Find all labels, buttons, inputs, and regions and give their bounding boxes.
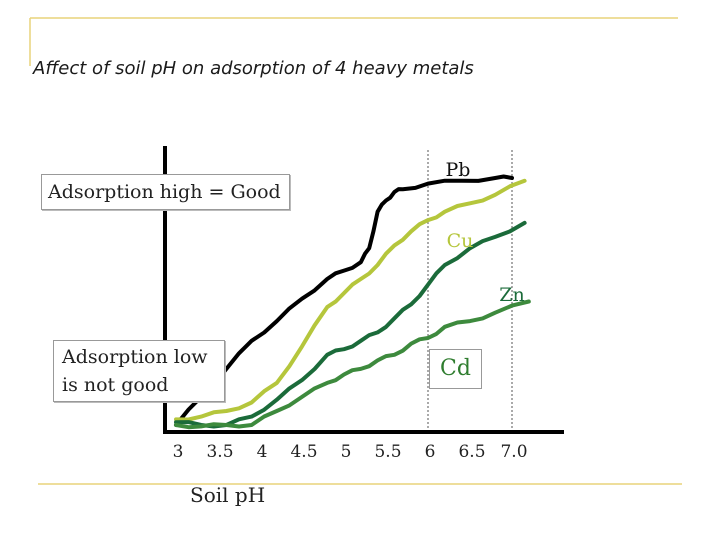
series-label-cu: Cu <box>447 230 474 252</box>
x-tick-label: 6 <box>425 442 436 462</box>
x-tick-label: 4 <box>257 442 268 462</box>
series-line-cu <box>174 178 527 422</box>
x-tick-label: 6.5 <box>458 442 485 462</box>
label-layer: Pb Cu Zn <box>446 159 525 306</box>
callout-adsorption-low: Adsorption low is not good <box>53 340 225 402</box>
series-line-zn <box>174 220 527 429</box>
x-axis-label: Soil pH <box>190 483 266 507</box>
series-label-cd: Cd <box>429 349 482 389</box>
series-line-cd <box>174 299 531 430</box>
x-tick-label: 3.5 <box>206 442 233 462</box>
callout-adsorption-high: Adsorption high = Good <box>41 174 290 210</box>
series-layer <box>174 174 531 430</box>
x-tick-label: 3 <box>173 442 184 462</box>
x-tick-label: 7.0 <box>500 442 527 462</box>
tick-layer: 3 3.5 4 4.5 5 5.5 6 6.5 7.0 <box>173 442 528 462</box>
chart-title: Affect of soil pH on adsorption of 4 hea… <box>33 58 474 79</box>
series-label-pb: Pb <box>446 159 471 181</box>
x-tick-label: 5 <box>341 442 352 462</box>
series-label-zn: Zn <box>499 284 524 306</box>
series-line-pb <box>174 174 514 427</box>
x-tick-label: 4.5 <box>290 442 317 462</box>
x-tick-label: 5.5 <box>374 442 401 462</box>
